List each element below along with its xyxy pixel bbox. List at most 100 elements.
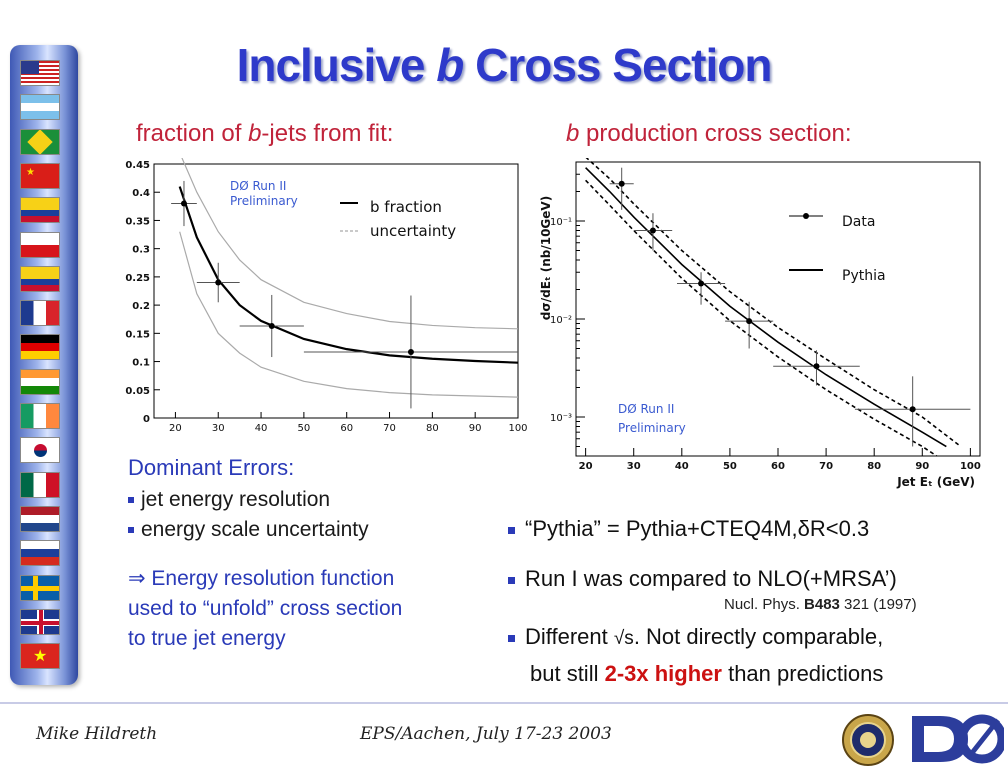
data-point: [813, 363, 820, 370]
argentina-flag-icon: [20, 94, 60, 121]
germany-flag-icon: [20, 334, 60, 361]
x-tick-label: 100: [508, 423, 527, 434]
y-tick-label: 10⁻¹: [550, 217, 572, 228]
legend-data-marker: [803, 213, 809, 219]
uncertainty-upper-curve: [181, 158, 519, 330]
uk-flag-icon: [20, 608, 60, 635]
unfold-note: ⇒ Energy resolution function used to “un…: [128, 567, 403, 650]
data-point: [746, 318, 753, 325]
y-tick-label: 0.1: [132, 358, 150, 369]
cross-section-chart: 20 30 40 50 60 70 80 90 100 10⁻¹ 10⁻² 10⁻³ Data Pythi…: [539, 158, 981, 489]
x-tick-label: 30: [627, 461, 641, 472]
left-heading: fraction of b-jets from fit:: [136, 120, 394, 147]
dominant-errors-heading: Dominant Errors:: [128, 455, 295, 480]
x-tick-label: 40: [675, 461, 689, 472]
x-axis-label: Jet Eₜ (GeV): [896, 475, 975, 489]
data-point: [407, 348, 414, 355]
x-tick-label: 90: [469, 423, 482, 434]
data-point: [909, 406, 916, 413]
x-tick-label: 100: [960, 461, 981, 472]
y-tick-label: 0.3: [132, 245, 150, 256]
legend-fit-label: b fraction: [370, 198, 442, 216]
right-heading: b production cross section:: [566, 120, 852, 147]
stamp-line-1: DØ Run II: [618, 402, 674, 416]
sqrt-s-symbol: √s: [613, 628, 634, 649]
russia-flag-icon: [20, 540, 60, 567]
x-tick-label: 20: [169, 423, 182, 434]
bullet-different: Different √s. Not directly comparable,: [508, 624, 883, 650]
bullet-pythia: “Pythia” = Pythia+CTEQ4M,δR<0.3: [508, 516, 869, 542]
x-tick-label: 50: [298, 423, 311, 434]
x-tick-label: 60: [771, 461, 785, 472]
legend-pythia-label: Pythia: [842, 268, 886, 284]
y-tick-label: 0.25: [125, 273, 150, 284]
y-tick-label: 0.45: [125, 160, 150, 171]
y-tick-label: 0: [143, 414, 150, 425]
footer-divider: [0, 702, 1008, 704]
y-axis-label: dσ/dEₜ (nb/10GeV): [539, 196, 553, 320]
y-tick-label: 0.4: [132, 188, 150, 199]
error-item-2: energy scale uncertainty: [128, 518, 369, 542]
data-point: [698, 280, 705, 287]
x-tick-label: 40: [255, 423, 268, 434]
x-tick-label: 90: [915, 461, 929, 472]
bullet-icon: [508, 634, 515, 642]
stamp-line-2: Preliminary: [618, 421, 686, 435]
data-point: [649, 227, 656, 234]
data-point: [215, 279, 222, 286]
legend-uncertainty-label: uncertainty: [370, 222, 456, 240]
data-point: [180, 200, 187, 207]
reference: Nucl. Phys. B483 321 (1997): [724, 596, 917, 613]
slide-title: Inclusive b Cross Section: [236, 39, 773, 91]
y-tick-label: 0.35: [125, 216, 150, 227]
y-tick-label: 0.15: [125, 329, 150, 340]
mexico-flag-icon: [20, 471, 60, 498]
b-fraction-chart: 20 30 40 50 60 70 80 90 100 0 0.05 0.1 0.15 0.2 0.25 0.…: [125, 158, 528, 434]
korea-flag-icon: [20, 437, 60, 464]
footer-author: Mike Hildreth: [36, 724, 158, 744]
plot-frame: [153, 163, 519, 419]
bullet-higher: but still 2-3x higher than predictions: [530, 661, 884, 686]
netherlands-flag-icon: [20, 505, 60, 532]
ecuador-flag-icon: [20, 265, 60, 292]
india-flag-icon: [20, 368, 60, 395]
pythia-lower-curve: [585, 179, 938, 457]
x-tick-label: 20: [579, 461, 593, 472]
legend-data-label: Data: [842, 214, 875, 230]
data-point: [268, 322, 275, 329]
czech-flag-icon: [20, 231, 60, 258]
x-tick-label: 70: [383, 423, 396, 434]
b-fraction-fit-curve: [178, 186, 519, 364]
stamp-line-2: Preliminary: [230, 194, 298, 208]
france-flag-icon: [20, 300, 60, 327]
colombia-flag-icon: [20, 197, 60, 224]
stamp-line-1: DØ Run II: [230, 179, 286, 193]
footer-conference: EPS/Aachen, July 17-23 2003: [360, 724, 612, 744]
ireland-flag-icon: [20, 403, 60, 429]
y-tick-label: 10⁻²: [550, 315, 572, 326]
bullet-icon: [128, 497, 134, 504]
notre-dame-seal: [842, 714, 894, 766]
bullet-icon: [128, 527, 134, 534]
brazil-flag-icon: [20, 128, 60, 155]
sweden-flag-icon: [20, 574, 60, 601]
bullet-run1: Run I was compared to NLO(+MRSA’): [508, 566, 897, 592]
y-tick-label: 0.05: [125, 386, 150, 397]
china-flag-icon: ★: [20, 162, 60, 189]
x-tick-label: 80: [867, 461, 881, 472]
data-point: [618, 180, 625, 187]
x-tick-label: 60: [340, 423, 353, 434]
x-tick-label: 70: [819, 461, 833, 472]
bullet-icon: [508, 526, 515, 534]
x-tick-label: 80: [426, 423, 439, 434]
x-tick-label: 30: [212, 423, 225, 434]
y-tick-label: 10⁻³: [550, 413, 572, 424]
y-tick-label: 0.2: [132, 301, 150, 312]
uncertainty-lower-curve: [179, 231, 519, 398]
x-tick-label: 50: [723, 461, 737, 472]
vietnam-flag-icon: ★: [20, 643, 60, 670]
bullet-icon: [508, 576, 515, 584]
usa-flag-icon: [20, 60, 60, 86]
d0-logo: [906, 712, 1004, 766]
error-item-1: jet energy resolution: [128, 488, 330, 512]
